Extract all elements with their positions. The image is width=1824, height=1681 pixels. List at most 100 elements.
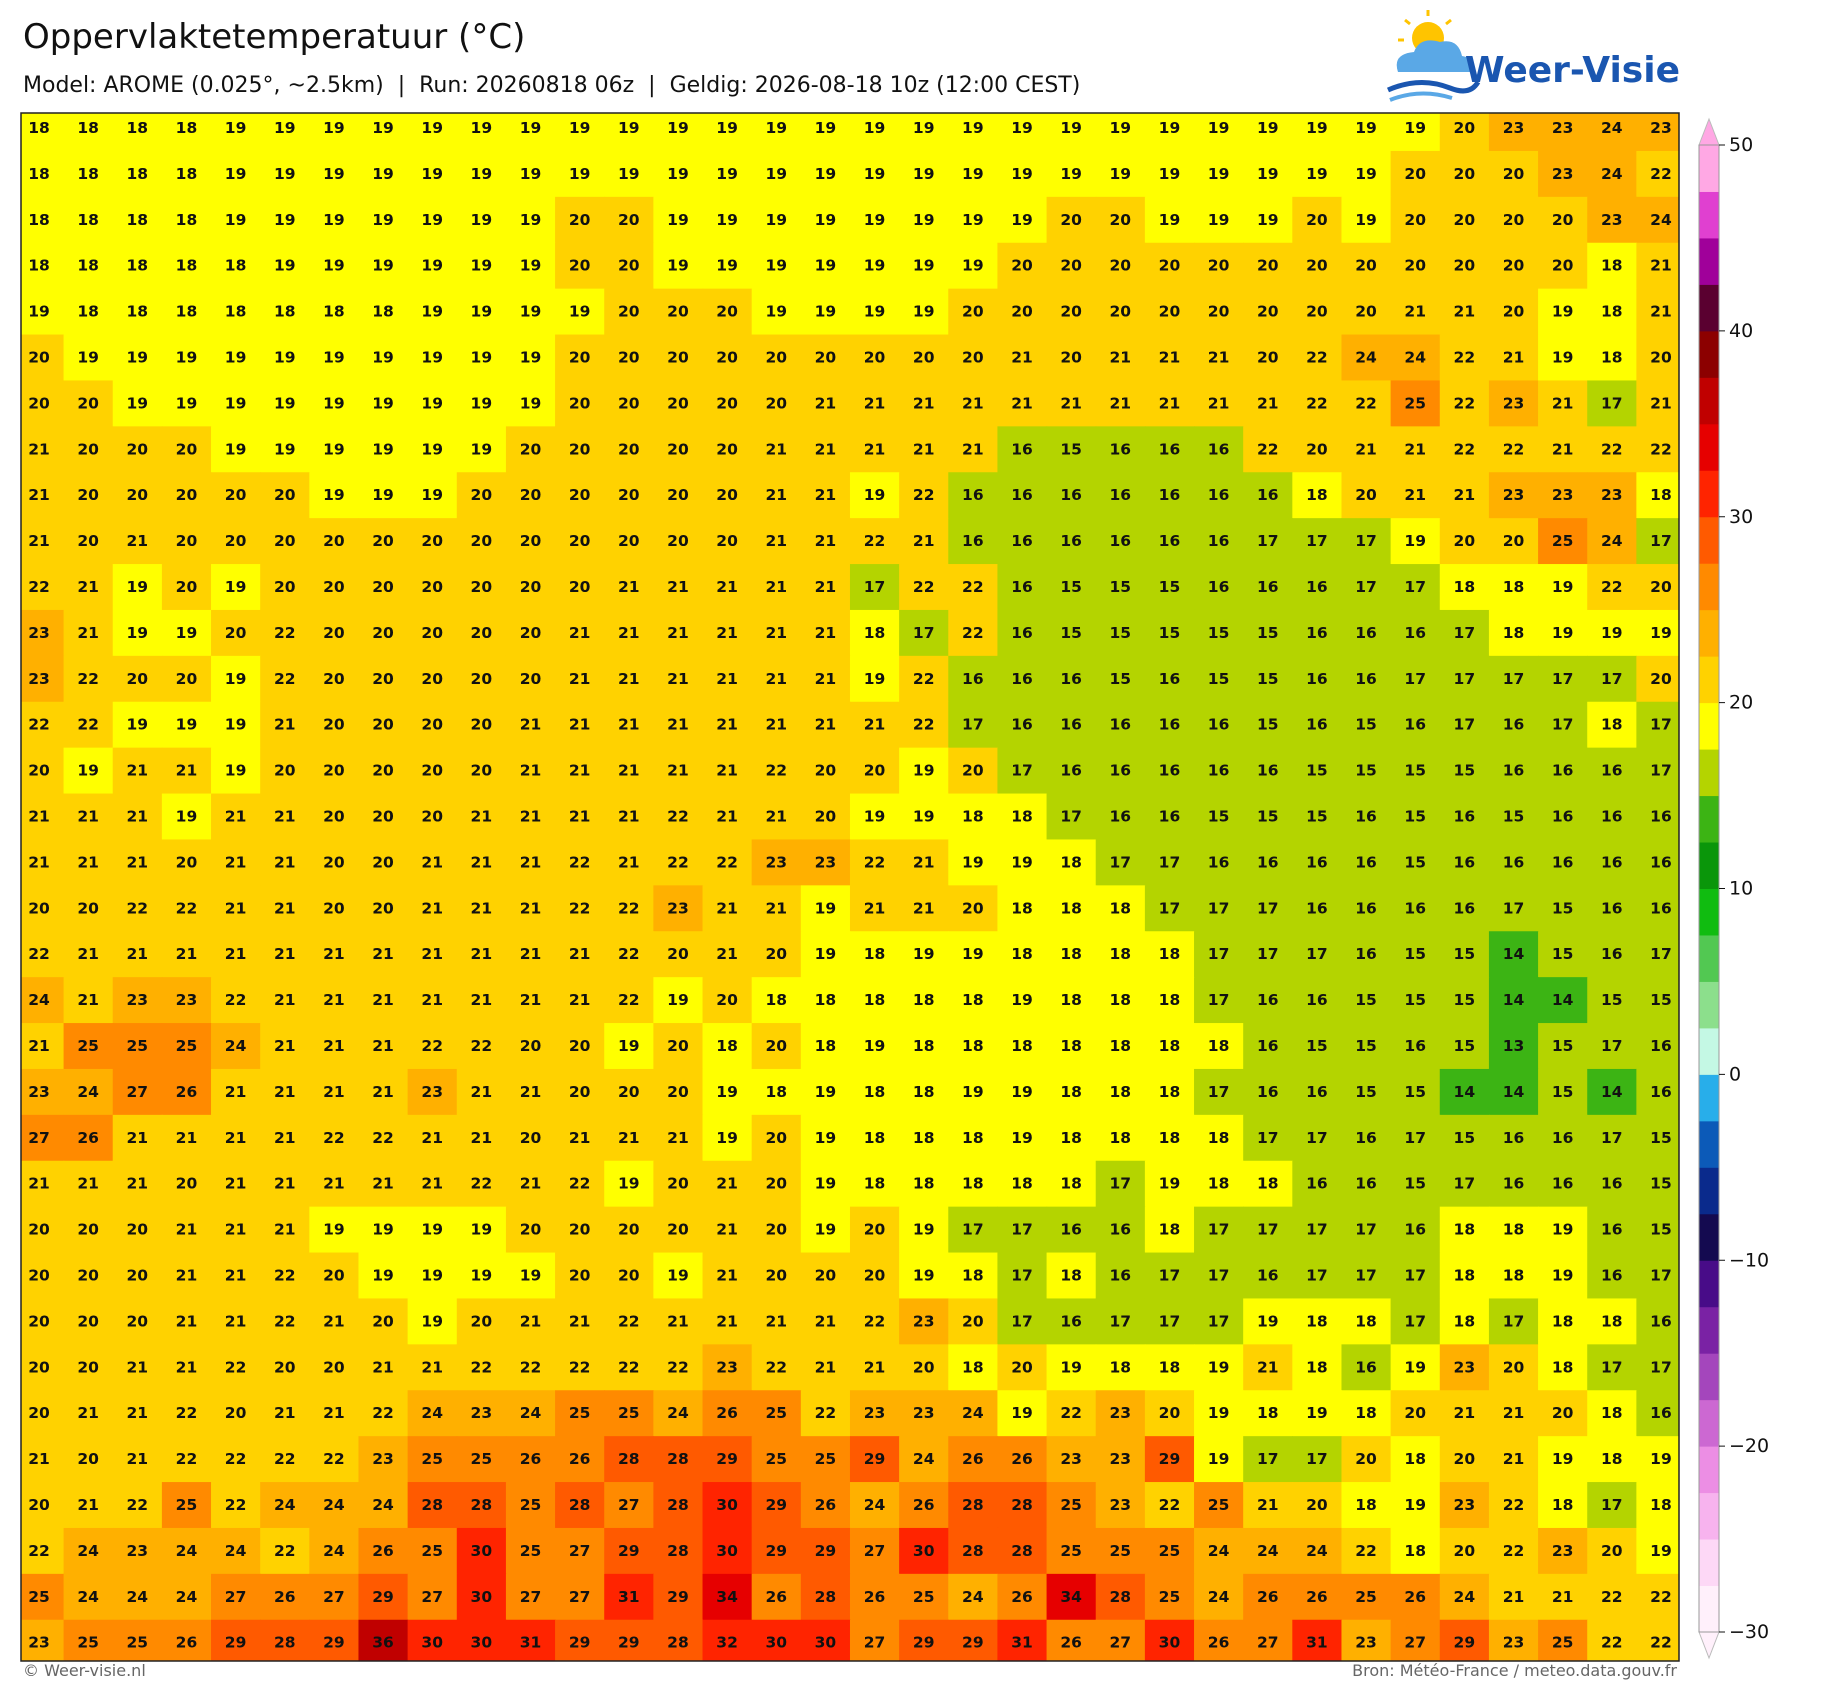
- temperature-label: 24: [1601, 165, 1623, 183]
- temperature-label: 22: [1355, 1542, 1377, 1560]
- temperature-label: 20: [372, 624, 394, 642]
- temperature-cell: [751, 1160, 802, 1208]
- temperature-cell: [456, 113, 507, 152]
- temperature-label: 21: [471, 1083, 493, 1101]
- temperature-label: 19: [864, 119, 886, 137]
- temperature-label: 21: [274, 991, 296, 1009]
- temperature-label: 17: [1306, 1221, 1328, 1239]
- temperature-label: 20: [962, 349, 984, 367]
- temperature-cell: [1538, 1023, 1588, 1070]
- temperature-label: 19: [471, 394, 493, 412]
- temperature-cell: [112, 1114, 163, 1162]
- temperature-label: 28: [274, 1634, 296, 1652]
- temperature-label: 25: [1159, 1588, 1181, 1606]
- temperature-cell: [1587, 701, 1637, 749]
- temperature-cell: [112, 1023, 163, 1070]
- temperature-label: 19: [815, 1129, 837, 1147]
- temperature-cell: [112, 977, 163, 1024]
- temperature-cell: [309, 1114, 360, 1162]
- temperature-label: 19: [274, 211, 296, 229]
- temperature-label: 22: [323, 1129, 345, 1147]
- temperature-label: 19: [815, 211, 837, 229]
- temperature-label: 20: [815, 808, 837, 826]
- temperature-label: 20: [274, 532, 296, 550]
- temperature-cell: [1439, 150, 1490, 198]
- temperature-label: 19: [913, 1221, 935, 1239]
- temperature-label: 20: [1011, 1358, 1033, 1376]
- temperature-label: 20: [864, 1221, 886, 1239]
- temperature-label: 23: [372, 1450, 394, 1468]
- temperature-label: 19: [323, 165, 345, 183]
- temperature-cell: [260, 150, 310, 198]
- temperature-cell: [604, 747, 654, 795]
- temperature-cell: [358, 380, 409, 427]
- temperature-label: 20: [569, 1083, 591, 1101]
- temperature-label: 25: [1208, 1496, 1230, 1514]
- temperature-cell: [1488, 747, 1539, 795]
- temperature-label: 19: [1355, 211, 1377, 229]
- temperature-label: 22: [864, 853, 886, 871]
- temperature-label: 22: [28, 578, 50, 596]
- temperature-label: 18: [1257, 1404, 1279, 1422]
- temperature-label: 20: [1257, 257, 1279, 275]
- temperature-label: 24: [28, 991, 50, 1009]
- temperature-label: 20: [815, 349, 837, 367]
- temperature-label: 20: [323, 578, 345, 596]
- temperature-label: 19: [323, 394, 345, 412]
- temperature-cell: [1243, 242, 1293, 290]
- temperature-label: 22: [274, 1267, 296, 1285]
- temperature-label: 19: [1552, 624, 1574, 642]
- temperature-label: 16: [1159, 486, 1181, 504]
- temperature-label: 20: [667, 394, 689, 412]
- temperature-label: 23: [28, 1083, 50, 1101]
- temperature-label: 19: [421, 394, 443, 412]
- temperature-cell: [604, 977, 654, 1024]
- temperature-label: 17: [1060, 808, 1082, 826]
- temperature-label: 18: [1060, 1129, 1082, 1147]
- temperature-cell: [1292, 518, 1343, 565]
- temperature-label: 21: [667, 1312, 689, 1330]
- temperature-label: 20: [1552, 211, 1574, 229]
- temperature-label: 26: [274, 1588, 296, 1606]
- temperature-cell: [407, 242, 458, 290]
- temperature-cell: [1636, 701, 1679, 749]
- temperature-label: 18: [127, 119, 149, 137]
- temperature-cell: [309, 885, 360, 932]
- temperature-label: 16: [1454, 899, 1476, 917]
- temperature-cell: [1095, 380, 1146, 427]
- temperature-label: 19: [1208, 1404, 1230, 1422]
- temperature-label: 19: [372, 257, 394, 275]
- temperature-cell: [849, 885, 900, 932]
- temperature-label: 15: [1404, 1175, 1426, 1193]
- temperature-label: 18: [1208, 1129, 1230, 1147]
- temperature-cell: [1144, 977, 1195, 1024]
- temperature-cell: [260, 472, 310, 519]
- temperature-label: 25: [77, 1634, 99, 1652]
- temperature-cell: [1587, 150, 1637, 198]
- temperature-cell: [899, 518, 949, 565]
- temperature-cell: [1587, 196, 1637, 244]
- temperature-label: 17: [1110, 1175, 1132, 1193]
- temperature-label: 19: [225, 578, 247, 596]
- temperature-label: 21: [1257, 394, 1279, 412]
- temperature-label: 36: [372, 1634, 394, 1652]
- temperature-label: 22: [1454, 349, 1476, 367]
- colorbar-segment: [1699, 749, 1719, 797]
- temperature-label: 21: [716, 578, 738, 596]
- temperature-label: 18: [28, 165, 50, 183]
- temperature-label: 21: [913, 394, 935, 412]
- temperature-label: 16: [1404, 624, 1426, 642]
- temperature-label: 19: [520, 257, 542, 275]
- temperature-label: 19: [225, 119, 247, 137]
- temperature-label: 17: [962, 1221, 984, 1239]
- temperature-label: 22: [176, 1450, 198, 1468]
- temperature-label: 17: [1011, 1221, 1033, 1239]
- temperature-cell: [800, 1114, 851, 1162]
- temperature-cell: [161, 113, 212, 152]
- temperature-cell: [800, 1068, 851, 1116]
- temperature-label: 18: [127, 257, 149, 275]
- temperature-cell: [1587, 655, 1637, 703]
- temperature-cell: [21, 747, 65, 795]
- temperature-label: 14: [1503, 945, 1525, 963]
- temperature-cell: [309, 380, 360, 427]
